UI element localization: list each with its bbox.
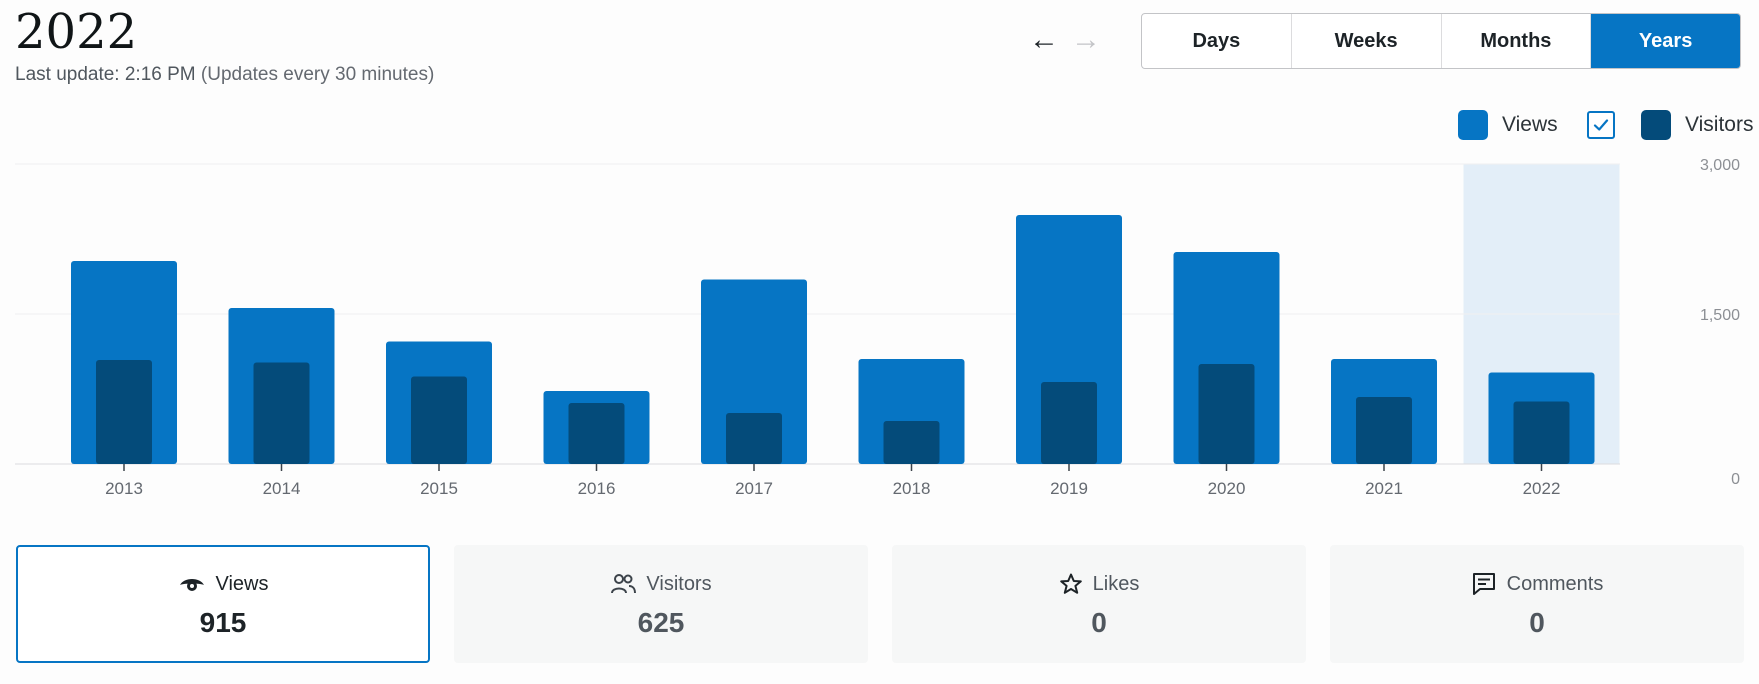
period-selector: Days Weeks Months Years [1141,13,1741,69]
previous-period-button[interactable]: ← [1026,22,1062,58]
page-title: 2022 [15,4,138,60]
period-days-button[interactable]: Days [1142,14,1292,68]
arrow-left-icon: ← [1029,23,1059,56]
visitors-card-value: 625 [637,607,685,638]
star-icon [1059,573,1082,594]
period-months-button[interactable]: Months [1442,14,1592,68]
views-card-value: 915 [199,607,247,638]
visitors-bar[interactable] [726,413,782,464]
x-tick-label: 2013 [105,479,143,498]
visitors-bar[interactable] [1041,382,1097,464]
eye-icon [179,579,204,591]
y-tick-label: 3,000 [1700,157,1740,174]
last-update-text: Last update: 2:16 PM (Updates every 30 m… [15,64,434,86]
comments-card-title: Comments [1506,572,1604,595]
views-card-title: Views [215,572,269,595]
comment-icon [1472,573,1495,595]
comments-card-value: 0 [1529,607,1545,638]
views-card[interactable]: Views 915 [16,545,430,663]
checkmark-icon [1593,119,1609,131]
visitors-bar[interactable] [1513,401,1570,465]
likes-card-title: Likes [1092,572,1140,595]
legend-visitors-label: Visitors [1685,113,1754,136]
comments-card-label: Comments [1471,569,1604,599]
visitors-bar[interactable] [883,421,940,464]
visitors-bar[interactable] [1356,397,1412,464]
views-card-label: Views [178,569,269,599]
period-years-button[interactable]: Years [1591,14,1740,68]
x-tick-label: 2020 [1208,479,1246,498]
people-icon [611,574,637,594]
visitors-card-title: Visitors [646,572,712,595]
next-period-button[interactable]: → [1068,22,1104,58]
comments-card[interactable]: Comments 0 [1330,545,1744,663]
x-tick-label: 2014 [263,479,301,498]
visitors-bar[interactable] [253,362,310,465]
visitors-bar[interactable] [96,360,152,464]
views-swatch [1458,110,1488,140]
legend-views: Views [1458,108,1558,142]
last-update-time: Last update: 2:16 PM [15,64,196,85]
y-tick-label: 1,500 [1700,307,1740,324]
visitors-card[interactable]: Visitors 625 [454,545,868,663]
period-weeks-button[interactable]: Weeks [1292,14,1442,68]
update-frequency-note: (Updates every 30 minutes) [200,64,435,85]
visitors-bar[interactable] [411,376,467,465]
visitors-bar[interactable] [568,403,625,464]
likes-card-label: Likes [1059,569,1140,599]
x-tick-label: 2022 [1523,479,1561,498]
arrow-right-icon: → [1071,23,1101,56]
likes-card-value: 0 [1091,607,1107,638]
summary-cards: Views 915 Visitors 625 Likes 0 [16,545,1744,663]
x-tick-label: 2018 [893,479,931,498]
x-tick-label: 2016 [578,479,616,498]
x-tick-label: 2017 [735,479,773,498]
visitors-toggle-checkbox[interactable] [1587,111,1615,139]
y-tick-label: 0 [1731,471,1740,488]
x-tick-label: 2019 [1050,479,1088,498]
x-tick-label: 2015 [420,479,458,498]
visitors-bar[interactable] [1198,364,1255,464]
likes-card[interactable]: Likes 0 [892,545,1306,663]
legend-visitors: Visitors [1587,108,1753,142]
x-tick-label: 2021 [1365,479,1403,498]
visitors-card-label: Visitors [610,569,712,599]
visitors-swatch [1641,110,1671,140]
yearly-stats-chart: 3,000 1,500 0 2013 2014 2015 2016 2017 2018 2019 2… [15,157,1740,498]
legend-views-label: Views [1502,113,1558,136]
